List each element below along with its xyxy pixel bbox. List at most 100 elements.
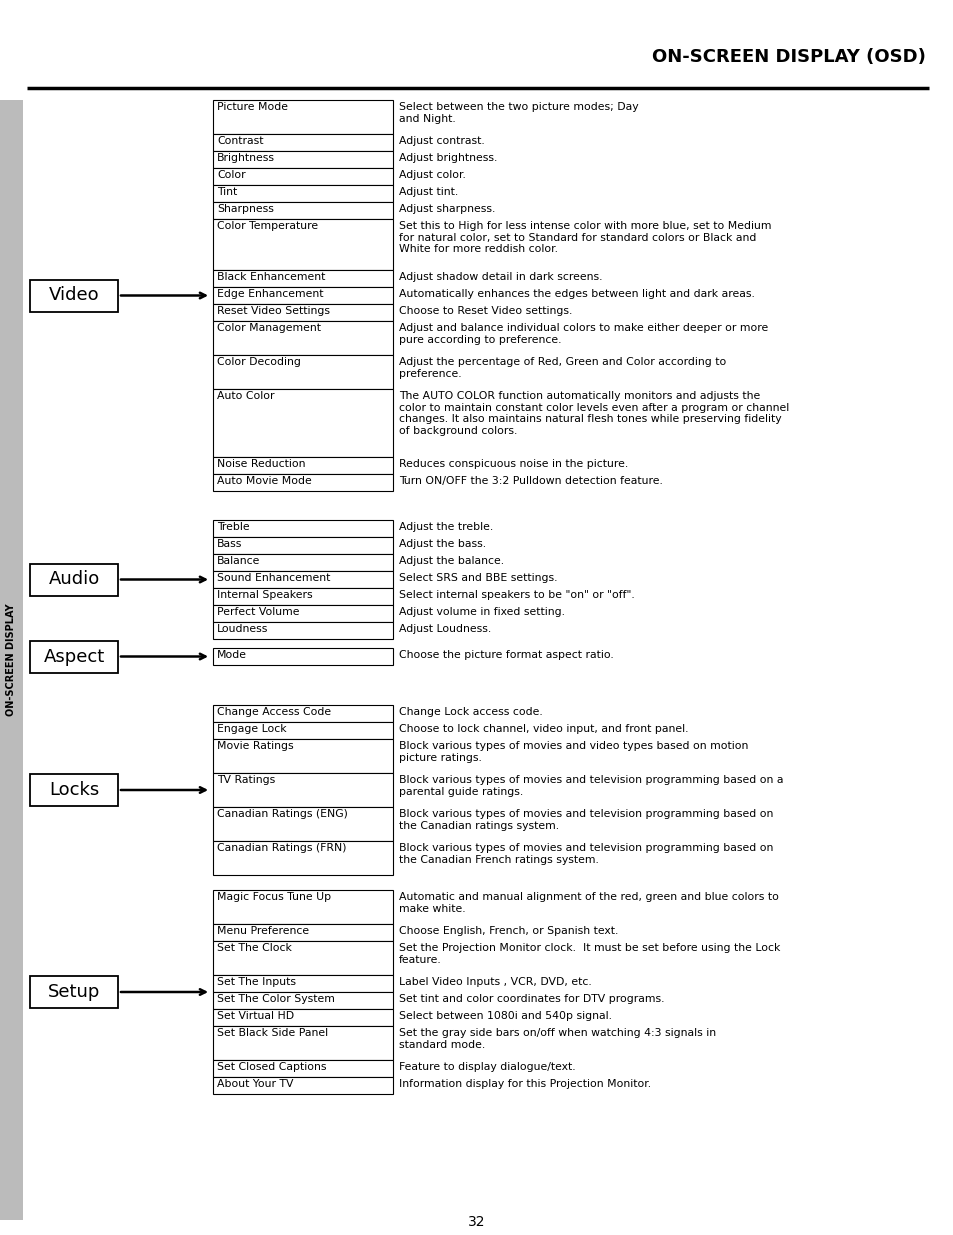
Text: Set Virtual HD: Set Virtual HD [216, 1011, 294, 1021]
Bar [213, 321, 393, 354]
Bar [213, 571, 393, 588]
Bar [213, 1026, 393, 1060]
Text: Adjust and balance individual colors to make either deeper or more
pure accordin: Adjust and balance individual colors to … [398, 324, 767, 345]
Bar [30, 976, 118, 1008]
Text: Change Lock access code.: Change Lock access code. [398, 706, 542, 718]
Text: The AUTO COLOR function automatically monitors and adjusts the
color to maintain: The AUTO COLOR function automatically mo… [398, 391, 788, 436]
Bar [213, 605, 393, 622]
Bar [213, 287, 393, 304]
Text: Reduces conspicuous noise in the picture.: Reduces conspicuous noise in the picture… [398, 459, 628, 469]
Bar [213, 941, 393, 974]
Text: Sharpness: Sharpness [216, 204, 274, 214]
Text: Treble: Treble [216, 522, 250, 532]
Text: Perfect Volume: Perfect Volume [216, 606, 299, 618]
Text: Video: Video [49, 287, 99, 305]
Text: Adjust brightness.: Adjust brightness. [398, 153, 497, 163]
Text: Brightness: Brightness [216, 153, 274, 163]
Text: Color Decoding: Color Decoding [216, 357, 300, 367]
Bar [213, 992, 393, 1009]
Bar [213, 974, 393, 992]
Bar [213, 841, 393, 876]
Text: Set this to High for less intense color with more blue, set to Medium
for natura: Set this to High for less intense color … [398, 221, 771, 254]
Text: Adjust the percentage of Red, Green and Color according to
preference.: Adjust the percentage of Red, Green and … [398, 357, 725, 379]
Text: Bass: Bass [216, 538, 242, 550]
Text: Canadian Ratings (FRN): Canadian Ratings (FRN) [216, 844, 346, 853]
Bar [213, 537, 393, 555]
Text: Canadian Ratings (ENG): Canadian Ratings (ENG) [216, 809, 348, 819]
Bar [213, 304, 393, 321]
Text: Color Temperature: Color Temperature [216, 221, 317, 231]
Bar [30, 641, 118, 673]
Bar [30, 774, 118, 806]
Bar [213, 151, 393, 168]
Bar [213, 648, 393, 664]
Text: Turn ON/OFF the 3:2 Pulldown detection feature.: Turn ON/OFF the 3:2 Pulldown detection f… [398, 475, 662, 487]
Bar [213, 588, 393, 605]
Text: Adjust shadow detail in dark screens.: Adjust shadow detail in dark screens. [398, 272, 602, 282]
Bar [213, 705, 393, 722]
Text: 32: 32 [468, 1215, 485, 1229]
Text: Set tint and color coordinates for DTV programs.: Set tint and color coordinates for DTV p… [398, 994, 664, 1004]
Text: Choose the picture format aspect ratio.: Choose the picture format aspect ratio. [398, 650, 613, 659]
Bar [30, 563, 118, 595]
Text: Change Access Code: Change Access Code [216, 706, 331, 718]
Bar [213, 890, 393, 924]
Text: Automatic and manual alignment of the red, green and blue colors to
make white.: Automatic and manual alignment of the re… [398, 892, 778, 914]
Text: ON-SCREEN DISPLAY (OSD): ON-SCREEN DISPLAY (OSD) [652, 48, 925, 65]
Text: Choose English, French, or Spanish text.: Choose English, French, or Spanish text. [398, 926, 618, 936]
Text: Block various types of movies and video types based on motion
picture ratings.: Block various types of movies and video … [398, 741, 747, 762]
Text: Magic Focus Tune Up: Magic Focus Tune Up [216, 892, 331, 902]
Text: Edge Enhancement: Edge Enhancement [216, 289, 323, 299]
Bar [213, 722, 393, 739]
Text: Contrast: Contrast [216, 136, 263, 146]
Text: Picture Mode: Picture Mode [216, 103, 288, 112]
Bar [213, 1009, 393, 1026]
Bar [213, 457, 393, 474]
Text: About Your TV: About Your TV [216, 1079, 294, 1089]
Text: Color Management: Color Management [216, 324, 320, 333]
Text: Setup: Setup [48, 983, 100, 1002]
Bar [213, 135, 393, 151]
Text: Movie Ratings: Movie Ratings [216, 741, 294, 751]
Text: Set Closed Captions: Set Closed Captions [216, 1062, 326, 1072]
Text: Adjust the balance.: Adjust the balance. [398, 556, 503, 566]
Text: Adjust Loudness.: Adjust Loudness. [398, 624, 491, 634]
Text: Adjust color.: Adjust color. [398, 170, 465, 180]
Text: Set The Color System: Set The Color System [216, 994, 335, 1004]
Text: Set Black Side Panel: Set Black Side Panel [216, 1028, 328, 1037]
Text: TV Ratings: TV Ratings [216, 776, 275, 785]
Text: ON-SCREEN DISPLAY: ON-SCREEN DISPLAY [6, 604, 16, 716]
Text: Block various types of movies and television programming based on a
parental gui: Block various types of movies and televi… [398, 776, 782, 797]
Text: Mode: Mode [216, 650, 247, 659]
Text: Select between the two picture modes; Day
and Night.: Select between the two picture modes; Da… [398, 103, 638, 124]
Bar [213, 555, 393, 571]
Bar [213, 1077, 393, 1094]
Bar [213, 474, 393, 492]
Bar [30, 279, 118, 311]
Text: Choose to Reset Video settings.: Choose to Reset Video settings. [398, 306, 572, 316]
Text: Information display for this Projection Monitor.: Information display for this Projection … [398, 1079, 651, 1089]
Text: Block various types of movies and television programming based on
the Canadian F: Block various types of movies and televi… [398, 844, 773, 864]
Bar [213, 219, 393, 270]
Text: Reset Video Settings: Reset Video Settings [216, 306, 330, 316]
Text: Select SRS and BBE settings.: Select SRS and BBE settings. [398, 573, 557, 583]
Text: Set The Clock: Set The Clock [216, 944, 292, 953]
Text: Set the gray side bars on/off when watching 4:3 signals in
standard mode.: Set the gray side bars on/off when watch… [398, 1028, 716, 1050]
Bar [213, 203, 393, 219]
Bar [213, 806, 393, 841]
Bar [213, 185, 393, 203]
Text: Locks: Locks [49, 781, 99, 799]
Text: Adjust volume in fixed setting.: Adjust volume in fixed setting. [398, 606, 564, 618]
Text: Noise Reduction: Noise Reduction [216, 459, 305, 469]
Bar [213, 389, 393, 457]
Text: Adjust sharpness.: Adjust sharpness. [398, 204, 495, 214]
Text: Tint: Tint [216, 186, 237, 198]
Text: Balance: Balance [216, 556, 260, 566]
Text: Select internal speakers to be "on" or "off".: Select internal speakers to be "on" or "… [398, 590, 634, 600]
Text: Block various types of movies and television programming based on
the Canadian r: Block various types of movies and televi… [398, 809, 773, 831]
Bar [213, 520, 393, 537]
Text: Engage Lock: Engage Lock [216, 724, 286, 734]
Text: Adjust the bass.: Adjust the bass. [398, 538, 486, 550]
Bar [213, 739, 393, 773]
Text: Set The Inputs: Set The Inputs [216, 977, 295, 987]
